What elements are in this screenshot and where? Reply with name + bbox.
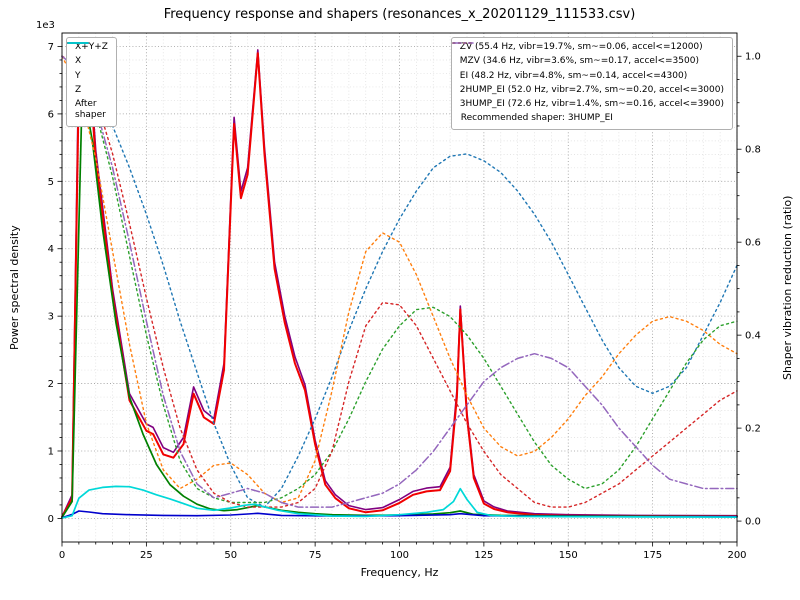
- axis-ticks: [57, 46, 742, 547]
- series-shaper-ei: [61, 55, 738, 504]
- svg-text:2: 2: [48, 379, 54, 390]
- svg-text:0: 0: [48, 514, 54, 525]
- svg-text:5: 5: [48, 177, 54, 188]
- svg-text:4: 4: [48, 244, 54, 255]
- series-after-shaper: [61, 485, 738, 519]
- svg-text:0.0: 0.0: [745, 517, 761, 528]
- legend-swatch-after-shaper: [67, 42, 89, 44]
- svg-text:150: 150: [559, 550, 578, 561]
- legend-label: 2HUMP_EI (52.0 Hz, vibr=2.7%, sm~=0.20, …: [459, 84, 724, 95]
- legend-item: 2HUMP_EI (52.0 Hz, vibr=2.7%, sm~=0.20, …: [452, 42, 724, 96]
- svg-text:25: 25: [140, 550, 153, 561]
- recommended-shaper-note: Recommended shaper: 3HUMP_EI: [460, 113, 613, 124]
- legend-label: After shaper: [75, 99, 106, 121]
- grid-minor: [62, 33, 737, 542]
- svg-text:0.4: 0.4: [745, 331, 761, 342]
- svg-text:1.0: 1.0: [745, 52, 761, 63]
- svg-text:50: 50: [224, 550, 237, 561]
- legend-item: Y: [67, 42, 108, 82]
- series-psd-x: [61, 52, 738, 519]
- series-psd-y: [61, 86, 738, 519]
- svg-text:0.6: 0.6: [745, 238, 761, 249]
- svg-text:0.2: 0.2: [745, 424, 761, 435]
- svg-text:6: 6: [48, 109, 54, 120]
- svg-text:3: 3: [48, 312, 54, 323]
- svg-text:7: 7: [48, 42, 54, 53]
- svg-text:1: 1: [48, 446, 54, 457]
- chart-title: Frequency response and shapers (resonanc…: [163, 7, 636, 22]
- svg-text:200: 200: [727, 550, 746, 561]
- legend-label: X: [75, 56, 82, 67]
- svg-text:75: 75: [309, 550, 322, 561]
- legend-item: 3HUMP_EI (72.6 Hz, vibr=1.4%, sm~=0.16, …: [452, 42, 724, 110]
- series-shaper-3hump-ei: [61, 55, 738, 508]
- x-axis-label: Frequency, Hz: [360, 566, 439, 579]
- shaper-legend: ZV (55.4 Hz, vibr=19.7%, sm~=0.06, accel…: [450, 37, 733, 130]
- legend-label: 3HUMP_EI (72.6 Hz, vibr=1.4%, sm~=0.16, …: [459, 99, 724, 109]
- psd-legend: X+Y+Z X Y Z After shaper: [66, 37, 117, 127]
- y-axis-offset-label: 1e3: [36, 20, 55, 31]
- legend-swatch-shaper-3hump-ei: [452, 42, 474, 44]
- legend-label: EI (48.2 Hz, vibr=4.8%, sm~=0.14, accel<…: [459, 70, 688, 81]
- series-shaper-mzv: [61, 55, 738, 504]
- series-shaper-zv: [61, 55, 738, 508]
- svg-text:0: 0: [59, 550, 65, 561]
- legend-item: Z: [67, 42, 108, 96]
- svg-text:175: 175: [643, 550, 662, 561]
- svg-text:100: 100: [390, 550, 409, 561]
- legend-item: X: [67, 42, 108, 67]
- legend-label: X+Y+Z: [75, 42, 108, 52]
- legend-label: Z: [75, 84, 82, 95]
- legend-label: Y: [75, 70, 81, 81]
- legend-item: MZV (34.6 Hz, vibr=3.6%, sm~=0.17, accel…: [452, 42, 724, 67]
- legend-item: ZV (55.4 Hz, vibr=19.7%, sm~=0.06, accel…: [452, 42, 724, 53]
- series-psd-z: [61, 510, 738, 519]
- tick-labels: 0 25 50 75 100 125 150 175 200 0 1 2 3 4 5 6 7 0.0 0.2 0.4 0…: [48, 42, 761, 561]
- legend-label: MZV (34.6 Hz, vibr=3.6%, sm~=0.17, accel…: [459, 56, 699, 67]
- legend-label: ZV (55.4 Hz, vibr=19.7%, sm~=0.06, accel…: [459, 42, 703, 52]
- legend-item: After shaper: [67, 42, 108, 122]
- legend-item: EI (48.2 Hz, vibr=4.8%, sm~=0.14, accel<…: [452, 42, 724, 82]
- svg-text:0.8: 0.8: [745, 145, 761, 156]
- svg-text:125: 125: [474, 550, 493, 561]
